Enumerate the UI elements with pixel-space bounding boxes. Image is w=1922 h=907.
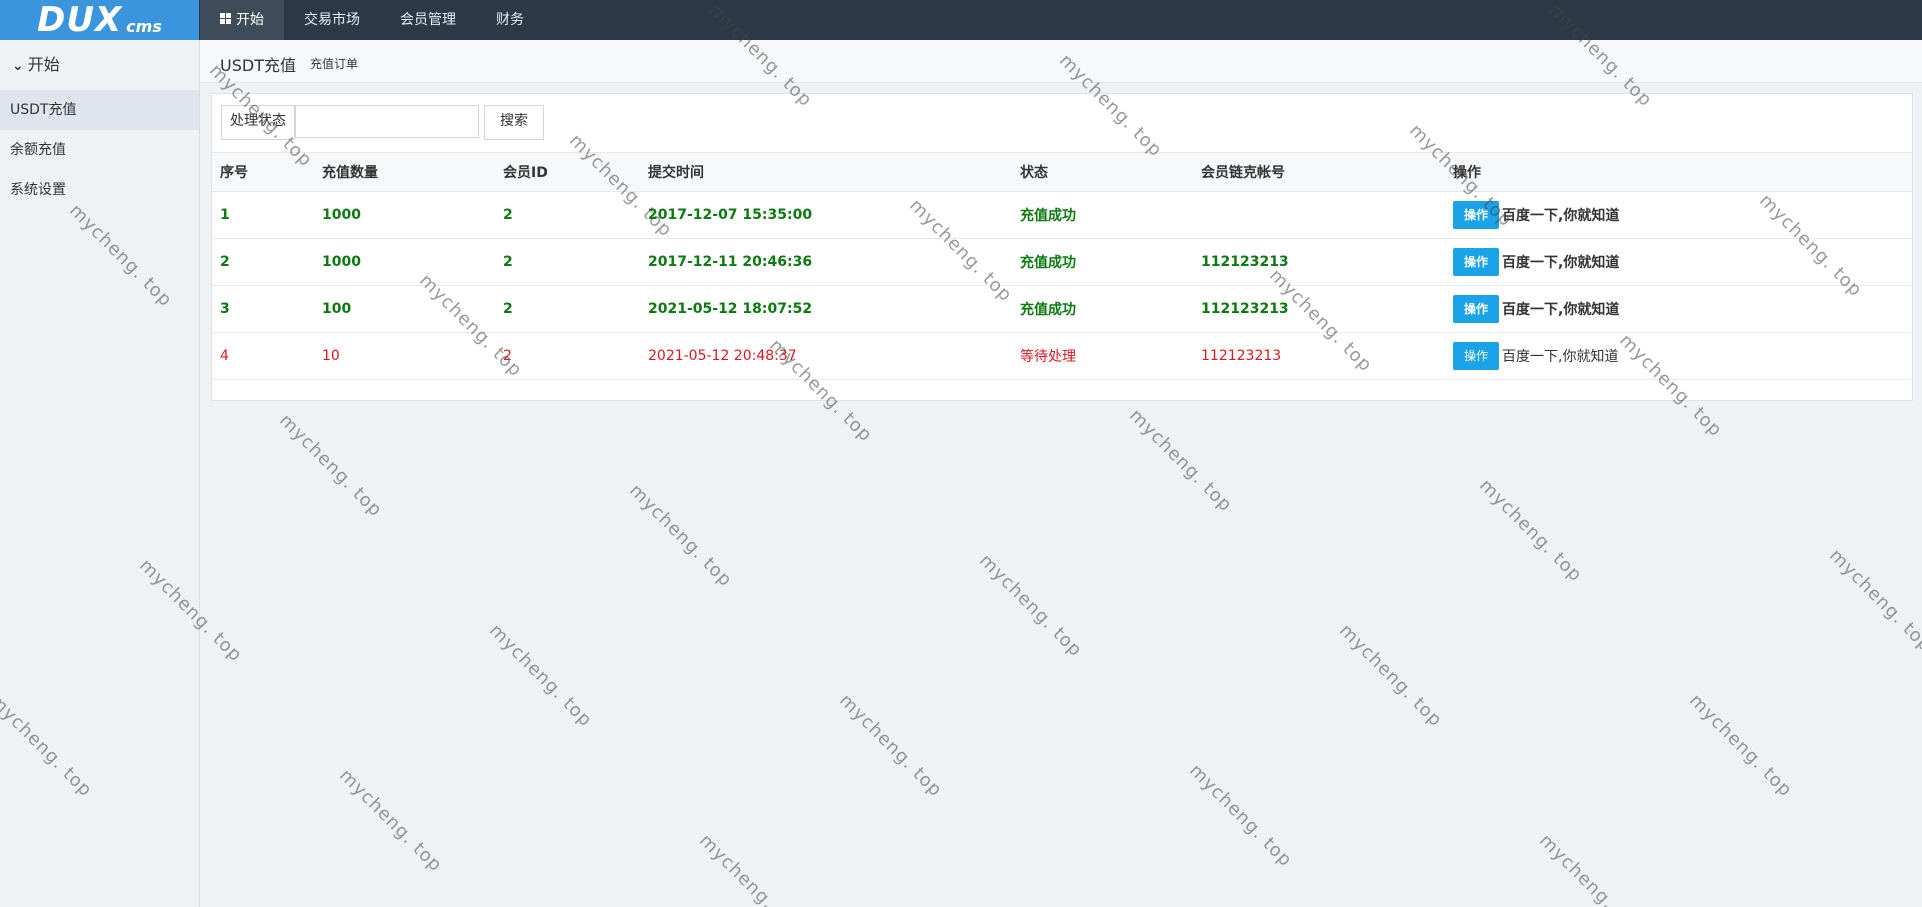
- action-button[interactable]: 操作: [1453, 248, 1499, 276]
- table-row: 1 1000 2 2017-12-07 15:35:00 充值成功 操作 百度一下…: [212, 191, 1912, 239]
- topnav-label: 会员管理: [400, 12, 456, 28]
- topnav-label: 开始: [236, 12, 264, 28]
- watermark-text: mycheng. top: [1185, 760, 1297, 872]
- cell-amount: 1000: [322, 191, 503, 239]
- topnav-item-members[interactable]: 会员管理: [380, 0, 476, 40]
- cell-status: 充值成功: [1020, 238, 1201, 286]
- watermark-text: mycheng. top: [275, 410, 387, 522]
- watermark-text: mycheng. top: [695, 830, 807, 907]
- cell-time: 2021-05-12 20:48:37: [648, 332, 1020, 380]
- cell-member-id: 2: [503, 191, 648, 239]
- orders-panel: 处理状态 搜索 序号 充值数量 会员ID 提交时间 状态 会员链克帐号 操作 1…: [211, 93, 1913, 401]
- chevron-down-icon: ⌄: [12, 58, 24, 74]
- cell-member-id: 2: [503, 332, 648, 380]
- watermark-text: mycheng. top: [1685, 690, 1797, 802]
- sidebar-item-label: 余额充值: [10, 142, 66, 158]
- action-button[interactable]: 操作: [1453, 295, 1499, 323]
- cell-member-id: 2: [503, 238, 648, 286]
- cell-status: 等待处理: [1020, 332, 1201, 380]
- page-header: USDT充值 充值订单: [200, 40, 1922, 83]
- cell-time: 2021-05-12 18:07:52: [648, 285, 1020, 333]
- cell-amount: 1000: [322, 238, 503, 286]
- watermark-text: mycheng. top: [1125, 405, 1237, 517]
- sidebar-item-label: USDT充值: [10, 102, 77, 118]
- cell-amount: 10: [322, 332, 503, 380]
- search-input[interactable]: [295, 105, 479, 138]
- logo[interactable]: DUX cms: [0, 0, 199, 40]
- action-link[interactable]: 百度一下,你就知道: [1502, 208, 1620, 224]
- orders-table: 序号 充值数量 会员ID 提交时间 状态 会员链克帐号 操作 1 1000 2 …: [212, 153, 1912, 380]
- watermark-text: mycheng. top: [1475, 475, 1587, 587]
- action-button[interactable]: 操作: [1453, 201, 1499, 229]
- watermark-text: mycheng. top: [1335, 620, 1447, 732]
- watermark-text: mycheng. top: [1825, 545, 1922, 657]
- logo-subtext: cms: [126, 16, 162, 36]
- column-header: 充值数量: [322, 153, 503, 192]
- watermark-text: mycheng. top: [835, 690, 947, 802]
- topnav-label: 财务: [496, 12, 524, 28]
- watermark-text: mycheng. top: [1535, 830, 1647, 907]
- cell-actions: 操作 百度一下,你就知道: [1453, 285, 1912, 333]
- cell-amount: 100: [322, 285, 503, 333]
- column-header: 操作: [1453, 153, 1912, 192]
- cell-actions: 操作 百度一下,你就知道: [1453, 191, 1912, 239]
- column-header: 会员ID: [503, 153, 648, 192]
- sidebar-group-label: 开始: [27, 55, 60, 74]
- cell-time: 2017-12-07 15:35:00: [648, 191, 1020, 239]
- topnav-item-market[interactable]: 交易市场: [284, 0, 380, 40]
- action-link[interactable]: 百度一下,你就知道: [1502, 302, 1620, 318]
- topnav-label: 交易市场: [304, 12, 360, 28]
- sidebar-item-usdt-recharge[interactable]: USDT充值: [0, 90, 199, 130]
- cell-member-id: 2: [503, 285, 648, 333]
- cell-account: [1201, 191, 1453, 239]
- table-row: 4 10 2 2021-05-12 20:48:37 等待处理 11212321…: [212, 332, 1912, 380]
- logo-text: DUX: [37, 0, 123, 40]
- sidebar-group-title[interactable]: ⌄ 开始: [0, 40, 199, 90]
- sidebar-item-label: 系统设置: [10, 182, 66, 198]
- windows-icon: [220, 13, 232, 25]
- watermark-text: mycheng. top: [485, 620, 597, 732]
- action-link[interactable]: 百度一下,你就知道: [1502, 255, 1620, 271]
- cell-status: 充值成功: [1020, 191, 1201, 239]
- search-button[interactable]: 搜索: [484, 105, 544, 140]
- watermark-text: mycheng. top: [625, 480, 737, 592]
- watermark-text: mycheng. top: [335, 765, 447, 877]
- filter-toolbar: 处理状态 搜索: [212, 94, 1912, 153]
- column-header: 提交时间: [648, 153, 1020, 192]
- cell-account: 112123213: [1201, 332, 1453, 380]
- cell-id: 3: [212, 285, 322, 333]
- top-nav: 开始 交易市场 会员管理 财务: [200, 0, 544, 40]
- cell-account: 112123213: [1201, 238, 1453, 286]
- cell-id: 4: [212, 332, 322, 380]
- column-header: 状态: [1020, 153, 1201, 192]
- page-subtitle: 充值订单: [310, 57, 359, 71]
- sidebar-item-system-settings[interactable]: 系统设置: [0, 170, 199, 210]
- topnav-item-finance[interactable]: 财务: [476, 0, 544, 40]
- cell-actions: 操作 百度一下,你就知道: [1453, 332, 1912, 380]
- action-link[interactable]: 百度一下,你就知道: [1502, 349, 1619, 365]
- table-header-row: 序号 充值数量 会员ID 提交时间 状态 会员链克帐号 操作: [212, 153, 1912, 192]
- sidebar-item-balance-recharge[interactable]: 余额充值: [0, 130, 199, 170]
- column-header: 会员链克帐号: [1201, 153, 1453, 192]
- cell-time: 2017-12-11 20:46:36: [648, 238, 1020, 286]
- watermark-text: mycheng. top: [975, 550, 1087, 662]
- column-header: 序号: [212, 153, 322, 192]
- status-filter-button[interactable]: 处理状态: [221, 105, 295, 140]
- cell-actions: 操作 百度一下,你就知道: [1453, 238, 1912, 286]
- action-button[interactable]: 操作: [1453, 342, 1499, 370]
- table-row: 3 100 2 2021-05-12 18:07:52 充值成功 1121232…: [212, 285, 1912, 333]
- page-title: USDT充值: [220, 56, 296, 75]
- cell-account: 112123213: [1201, 285, 1453, 333]
- cell-status: 充值成功: [1020, 285, 1201, 333]
- cell-id: 1: [212, 191, 322, 239]
- sidebar: ⌄ 开始 USDT充值 余额充值 系统设置: [0, 40, 200, 907]
- top-bar: DUX cms 开始 交易市场 会员管理 财务: [0, 0, 1922, 40]
- table-row: 2 1000 2 2017-12-11 20:46:36 充值成功 112123…: [212, 238, 1912, 286]
- topnav-item-start[interactable]: 开始: [200, 0, 284, 40]
- cell-id: 2: [212, 238, 322, 286]
